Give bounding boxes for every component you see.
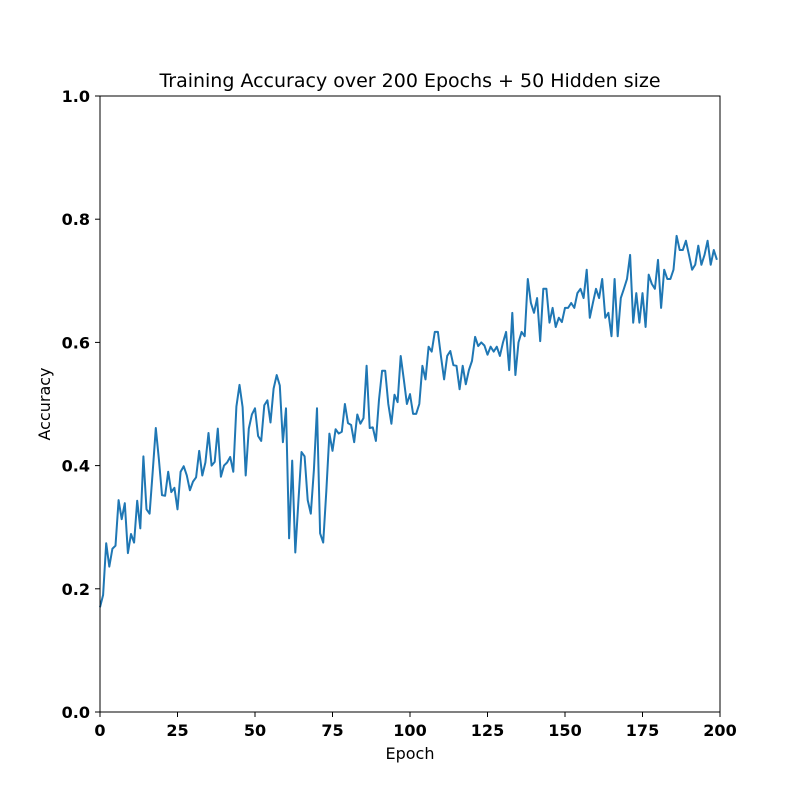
y-tick-label: 1.0 <box>62 87 90 106</box>
accuracy-series-line <box>99 234 718 608</box>
y-tick-label: 0.4 <box>62 457 90 476</box>
y-tick-label: 0.2 <box>62 580 90 599</box>
y-axis-label: Accuracy <box>35 367 54 440</box>
y-tick-label: 0.8 <box>62 210 90 229</box>
plot-frame <box>99 95 721 713</box>
x-axis-label: Epoch <box>386 744 435 763</box>
x-tick-label: 75 <box>321 721 343 740</box>
y-tick-label: 0.6 <box>62 333 90 352</box>
x-tick-label: 0 <box>94 721 105 740</box>
y-axis-ticks: 0.0 0.2 0.4 0.6 0.8 1.0 <box>62 87 100 722</box>
x-tick-label: 100 <box>393 721 426 740</box>
x-tick-label: 50 <box>244 721 266 740</box>
x-tick-label: 125 <box>471 721 504 740</box>
x-axis-ticks: 0 25 50 75 100 125 150 175 200 <box>94 712 737 740</box>
y-tick-label: 0.0 <box>62 703 90 722</box>
x-tick-label: 200 <box>703 721 736 740</box>
x-tick-label: 25 <box>166 721 188 740</box>
x-tick-label: 150 <box>548 721 581 740</box>
chart-title: Training Accuracy over 200 Epochs + 50 H… <box>158 70 660 92</box>
plot-area <box>100 96 720 712</box>
x-tick-label: 175 <box>626 721 659 740</box>
